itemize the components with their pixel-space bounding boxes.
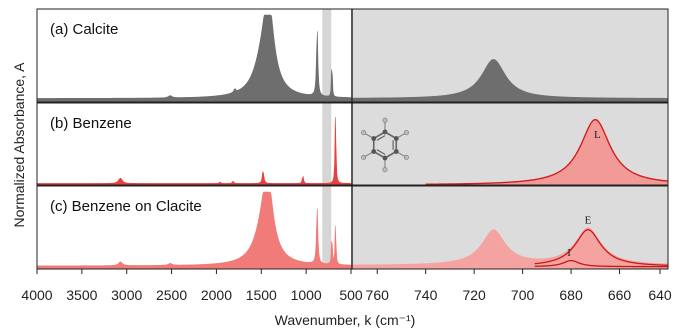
benzene-molecule-icon [361,117,409,173]
zoom-region-shading [353,9,668,269]
x-tick-label-right-0: 760 [366,287,390,303]
y-axis-label: Normalized Absorbance, A [11,62,27,228]
spectrum-zoom-1 [352,59,669,103]
spectrum-full-range-3 [36,191,352,270]
peak-label-I: I [567,247,571,259]
x-axis-label: Wavenumber, k (cm⁻¹) [275,312,416,328]
x-tick-label-left-6: 1000 [291,287,322,303]
peak-label-E: E [585,215,592,227]
spectrum-zoom-2-line [425,118,669,185]
x-tick-label-right-2: 720 [462,287,486,303]
x-tick-label-right-5: 660 [608,287,632,303]
x-tick-label-left-4: 2000 [201,287,232,303]
x-tick-label-left-7: 500 [339,287,363,303]
panel-frames [36,8,669,270]
panel-label-3: (c) Benzene on Clacite [50,198,202,215]
zoom-band-highlight [322,9,332,269]
x-tick-label-right-1: 740 [414,287,438,303]
x-tick-label-left-0: 4000 [21,287,52,303]
spectrum-full-range-1 [36,14,352,103]
x-tick-label-right-3: 700 [511,287,535,303]
peak-label-L: L [594,129,601,141]
panel-label-2: (b) Benzene [50,115,132,132]
x-axis-ticks: 4000 3500 3000 2500 2000 1500 1000 500 760 740 720… [21,269,672,303]
panel-1 [36,14,669,103]
x-tick-label-right-4: 680 [559,287,583,303]
x-tick-label-left-3: 2500 [156,287,187,303]
panel-labels: (a) Calcite L (b) Benzene E I (c) Benzene on … [50,21,601,259]
x-tick-label-left-5: 1500 [246,287,277,303]
panel-label-1: (a) Calcite [50,21,118,38]
spectrum-zoom-2-fill [425,119,668,185]
x-tick-label-left-2: 3000 [111,287,142,303]
x-tick-label-left-1: 3500 [66,287,97,303]
panel-2 [36,117,669,186]
fit-peak-E [534,229,669,266]
panel-3 [36,191,669,270]
x-tick-label-right-6: 640 [648,287,672,303]
spectrum-full-range-2 [36,117,352,186]
fit-peak-I [534,259,668,268]
spectrum-zoom-3 [353,227,668,269]
spectra-panels [36,9,669,270]
